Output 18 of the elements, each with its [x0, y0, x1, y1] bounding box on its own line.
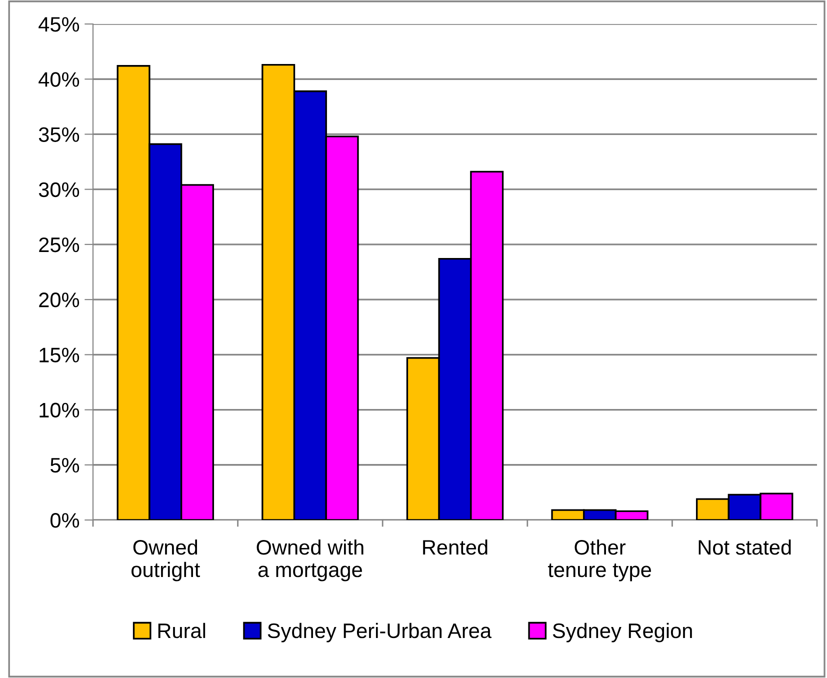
y-tick-label: 5%: [50, 458, 80, 473]
x-tick-label: Owned outright: [132, 539, 200, 582]
y-tick-label: 20%: [39, 292, 80, 308]
y-tick-label: 40%: [38, 72, 80, 87]
y-tick-label: 10%: [40, 402, 80, 418]
y-tick-label: 25%: [39, 237, 80, 252]
x-tick-label: Rented: [423, 539, 488, 555]
x-tick-label: Not stated: [698, 539, 791, 555]
legend-label: Rural: [158, 622, 206, 638]
y-tick-label: 35%: [38, 127, 80, 142]
y-tick-label: 30%: [38, 182, 80, 198]
y-tick-label: 45%: [38, 17, 80, 32]
legend-label: Sydney Region: [552, 622, 692, 642]
legend-label: Sydney Peri-Urban Area: [268, 622, 492, 642]
x-tick-label: Other tenure type: [548, 539, 651, 582]
y-tick-label: 15%: [40, 348, 80, 362]
y-tick-label: 0%: [50, 513, 80, 528]
x-tick-label: Owned with a mortgage: [256, 539, 364, 582]
